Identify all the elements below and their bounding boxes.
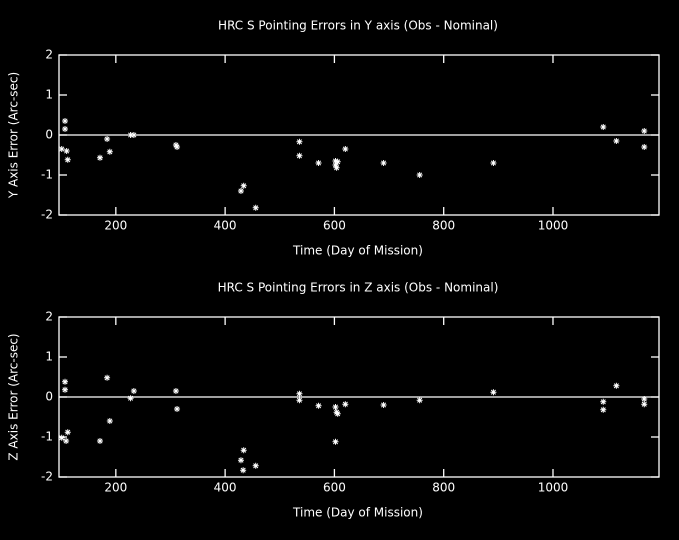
data-point bbox=[252, 462, 259, 469]
x-tick-label: 600 bbox=[323, 481, 346, 495]
data-point bbox=[127, 395, 134, 402]
data-point bbox=[342, 146, 349, 152]
x-tick-label: 200 bbox=[104, 481, 127, 495]
data-point bbox=[130, 388, 137, 394]
data-point bbox=[58, 434, 65, 441]
chart-title: HRC S Pointing Errors in Z axis (Obs - N… bbox=[218, 281, 499, 295]
data-point bbox=[130, 132, 137, 138]
data-point bbox=[332, 404, 339, 410]
data-point bbox=[127, 132, 134, 138]
data-point bbox=[332, 158, 339, 164]
data-point bbox=[106, 418, 113, 424]
x-tick-label: 600 bbox=[323, 219, 346, 233]
y-tick-label: 0 bbox=[45, 128, 53, 142]
x-tick-label: 1000 bbox=[538, 219, 569, 233]
data-point bbox=[315, 160, 322, 166]
data-point bbox=[332, 162, 339, 168]
data-point bbox=[64, 429, 71, 436]
data-point bbox=[334, 158, 341, 165]
data-point bbox=[600, 124, 607, 130]
y-tick-label: 2 bbox=[45, 310, 53, 324]
data-point bbox=[252, 204, 259, 211]
data-point bbox=[641, 401, 648, 408]
x-tick-label: 1000 bbox=[538, 481, 569, 495]
y-tick-label: 1 bbox=[45, 350, 53, 364]
data-point bbox=[613, 382, 620, 389]
data-point bbox=[490, 160, 497, 166]
data-point bbox=[174, 406, 181, 412]
data-point bbox=[237, 457, 244, 464]
y-tick-label: 1 bbox=[45, 88, 53, 102]
data-point bbox=[334, 410, 341, 417]
data-point bbox=[380, 160, 387, 166]
x-tick-label: 200 bbox=[104, 219, 127, 233]
y-tick-label: -1 bbox=[41, 430, 53, 444]
y-tick-label: -1 bbox=[41, 168, 53, 182]
data-point bbox=[106, 148, 113, 155]
chart-title: HRC S Pointing Errors in Y axis (Obs - N… bbox=[218, 19, 498, 33]
data-point bbox=[62, 126, 69, 132]
x-axis-label: Time (Day of Mission) bbox=[292, 244, 423, 258]
data-point bbox=[490, 389, 497, 396]
x-tick-label: 800 bbox=[432, 481, 455, 495]
data-point bbox=[104, 136, 111, 142]
data-point bbox=[240, 182, 247, 189]
data-point bbox=[333, 164, 340, 171]
data-point bbox=[296, 390, 303, 397]
data-point bbox=[380, 402, 387, 408]
data-point bbox=[62, 378, 69, 385]
data-point bbox=[332, 438, 339, 445]
x-axis-label: Time (Day of Mission) bbox=[292, 506, 423, 520]
data-point bbox=[296, 138, 303, 145]
x-tick-label: 800 bbox=[432, 219, 455, 233]
data-point bbox=[62, 118, 69, 124]
data-point bbox=[172, 142, 179, 148]
data-point bbox=[63, 148, 70, 154]
data-point bbox=[296, 397, 303, 404]
data-point bbox=[240, 467, 247, 474]
data-point bbox=[416, 397, 423, 404]
data-point bbox=[613, 138, 620, 144]
data-point bbox=[641, 144, 648, 150]
data-point bbox=[174, 144, 181, 150]
data-point bbox=[342, 401, 349, 408]
data-point bbox=[240, 447, 247, 454]
y-tick-label: 2 bbox=[45, 48, 53, 62]
data-point bbox=[296, 152, 303, 159]
y-tick-label: -2 bbox=[41, 208, 53, 222]
data-point bbox=[104, 374, 111, 381]
x-tick-label: 400 bbox=[214, 219, 237, 233]
data-point bbox=[315, 402, 322, 409]
data-point bbox=[62, 386, 69, 393]
data-point bbox=[416, 172, 423, 178]
data-point bbox=[64, 156, 71, 163]
y-tick-label: -2 bbox=[41, 470, 53, 484]
y-tick-label: 0 bbox=[45, 390, 53, 404]
data-point bbox=[600, 406, 607, 413]
data-point bbox=[172, 388, 179, 394]
y-axis-label: Z Axis Error (Arc-sec) bbox=[7, 333, 21, 460]
data-point bbox=[58, 146, 65, 152]
data-point bbox=[237, 188, 244, 194]
data-point bbox=[641, 128, 648, 134]
data-point bbox=[63, 438, 70, 444]
data-point bbox=[96, 438, 103, 444]
x-tick-label: 400 bbox=[214, 481, 237, 495]
data-point bbox=[641, 396, 648, 402]
data-point bbox=[600, 398, 607, 405]
data-point bbox=[96, 154, 103, 161]
y-axis-label: Y Axis Error (Arc-sec) bbox=[7, 72, 21, 199]
